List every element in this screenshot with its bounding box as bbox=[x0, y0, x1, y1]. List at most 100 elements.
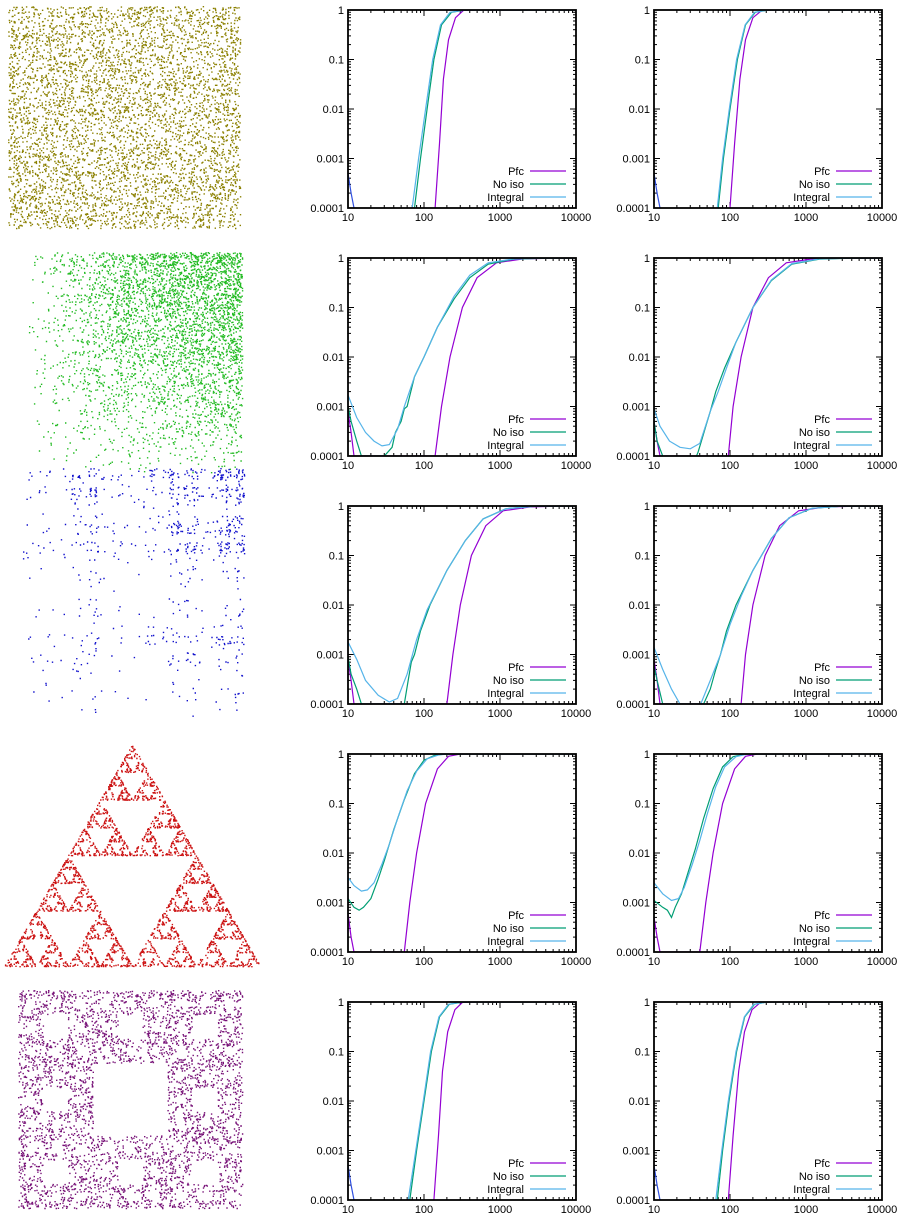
series-line-pfc bbox=[654, 258, 882, 456]
scatter-panels bbox=[4, 6, 260, 1210]
legend-label-no_iso: No iso bbox=[799, 1171, 830, 1183]
legend-label-integral: Integral bbox=[487, 192, 524, 204]
axis-ticks bbox=[653, 1001, 883, 1201]
y-tick-label: 0.1 bbox=[329, 799, 344, 811]
x-tick-label: 100 bbox=[415, 212, 433, 224]
x-tick-label: 10 bbox=[342, 212, 354, 224]
y-tick-label: 0.1 bbox=[635, 1047, 650, 1059]
scatter-gradient-points bbox=[28, 252, 244, 474]
axis-ticks bbox=[347, 1001, 577, 1201]
y-tick-label: 1 bbox=[644, 749, 650, 761]
plot-frame bbox=[347, 9, 577, 209]
legend-label-pfc: Pfc bbox=[814, 414, 830, 426]
plot-frame bbox=[653, 257, 883, 457]
series-line-no-iso bbox=[654, 754, 882, 919]
series-line-extra bbox=[348, 1165, 355, 1200]
series-line-no-iso bbox=[348, 754, 576, 911]
series-line-extra bbox=[654, 1165, 661, 1200]
x-tick-label: 10000 bbox=[867, 212, 898, 224]
legend-label-integral: Integral bbox=[793, 192, 830, 204]
series-lines bbox=[348, 258, 576, 456]
legend-label-no_iso: No iso bbox=[799, 923, 830, 935]
scatter-cantor-points bbox=[22, 468, 246, 717]
legend-label-pfc: Pfc bbox=[814, 910, 830, 922]
legend-label-integral: Integral bbox=[793, 1184, 830, 1196]
series-line-pfc bbox=[348, 506, 576, 704]
y-tick-label: 0.001 bbox=[316, 650, 344, 662]
y-tick-label: 0.1 bbox=[635, 551, 650, 563]
y-tick-label: 0.0001 bbox=[616, 1195, 650, 1207]
series-line-integral bbox=[348, 506, 576, 703]
axis-ticks bbox=[347, 505, 577, 705]
y-tick-label: 1 bbox=[644, 253, 650, 265]
y-tick-label: 1 bbox=[338, 5, 344, 17]
x-tick-label: 100 bbox=[721, 1204, 739, 1214]
axis-ticks bbox=[653, 505, 883, 705]
legend-label-integral: Integral bbox=[793, 936, 830, 948]
plot-frame bbox=[347, 505, 577, 705]
x-tick-label: 10000 bbox=[561, 1204, 592, 1214]
y-tick-label: 0.1 bbox=[329, 1047, 344, 1059]
y-tick-label: 0.1 bbox=[329, 551, 344, 563]
series-line-extra bbox=[654, 173, 661, 208]
plot-frame bbox=[347, 1001, 577, 1201]
y-tick-label: 1 bbox=[644, 5, 650, 17]
scatter-gradient bbox=[28, 252, 244, 474]
x-tick-label: 1000 bbox=[794, 956, 818, 968]
x-tick-label: 10 bbox=[342, 460, 354, 472]
y-tick-label: 0.0001 bbox=[616, 451, 650, 463]
legend-label-no_iso: No iso bbox=[493, 923, 524, 935]
y-tick-label: 0.01 bbox=[323, 1096, 344, 1108]
y-tick-label: 0.01 bbox=[629, 1096, 650, 1108]
y-tick-label: 0.0001 bbox=[616, 203, 650, 215]
series-line-integral bbox=[348, 754, 576, 892]
x-tick-label: 10000 bbox=[867, 1204, 898, 1214]
y-tick-label: 0.0001 bbox=[310, 1195, 344, 1207]
y-tick-label: 0.1 bbox=[635, 55, 650, 67]
legend-label-integral: Integral bbox=[793, 688, 830, 700]
legend-label-no_iso: No iso bbox=[799, 179, 830, 191]
y-tick-label: 0.01 bbox=[323, 848, 344, 860]
series-lines bbox=[654, 1002, 882, 1200]
legend-label-pfc: Pfc bbox=[508, 662, 524, 674]
y-tick-label: 0.001 bbox=[316, 154, 344, 166]
legend-label-pfc: Pfc bbox=[508, 910, 524, 922]
y-tick-label: 0.01 bbox=[323, 104, 344, 116]
y-tick-label: 0.001 bbox=[316, 898, 344, 910]
axis-ticks bbox=[347, 9, 577, 209]
x-tick-label: 100 bbox=[721, 708, 739, 720]
series-line-integral bbox=[654, 258, 882, 450]
legend-label-integral: Integral bbox=[793, 440, 830, 452]
x-tick-label: 100 bbox=[415, 460, 433, 472]
legend-label-pfc: Pfc bbox=[814, 662, 830, 674]
x-tick-label: 100 bbox=[415, 1204, 433, 1214]
series-lines bbox=[348, 10, 576, 208]
x-tick-label: 1000 bbox=[794, 460, 818, 472]
series-line-no-iso bbox=[348, 258, 576, 456]
x-tick-label: 100 bbox=[721, 956, 739, 968]
y-tick-label: 1 bbox=[644, 997, 650, 1009]
y-tick-label: 0.001 bbox=[622, 898, 650, 910]
series-line-no-iso bbox=[348, 506, 576, 704]
x-tick-label: 10 bbox=[342, 708, 354, 720]
x-tick-label: 1000 bbox=[488, 460, 512, 472]
legend-label-no_iso: No iso bbox=[493, 179, 524, 191]
y-tick-label: 0.001 bbox=[622, 154, 650, 166]
y-tick-label: 0.001 bbox=[622, 650, 650, 662]
legend-label-integral: Integral bbox=[487, 688, 524, 700]
x-tick-label: 1000 bbox=[488, 956, 512, 968]
